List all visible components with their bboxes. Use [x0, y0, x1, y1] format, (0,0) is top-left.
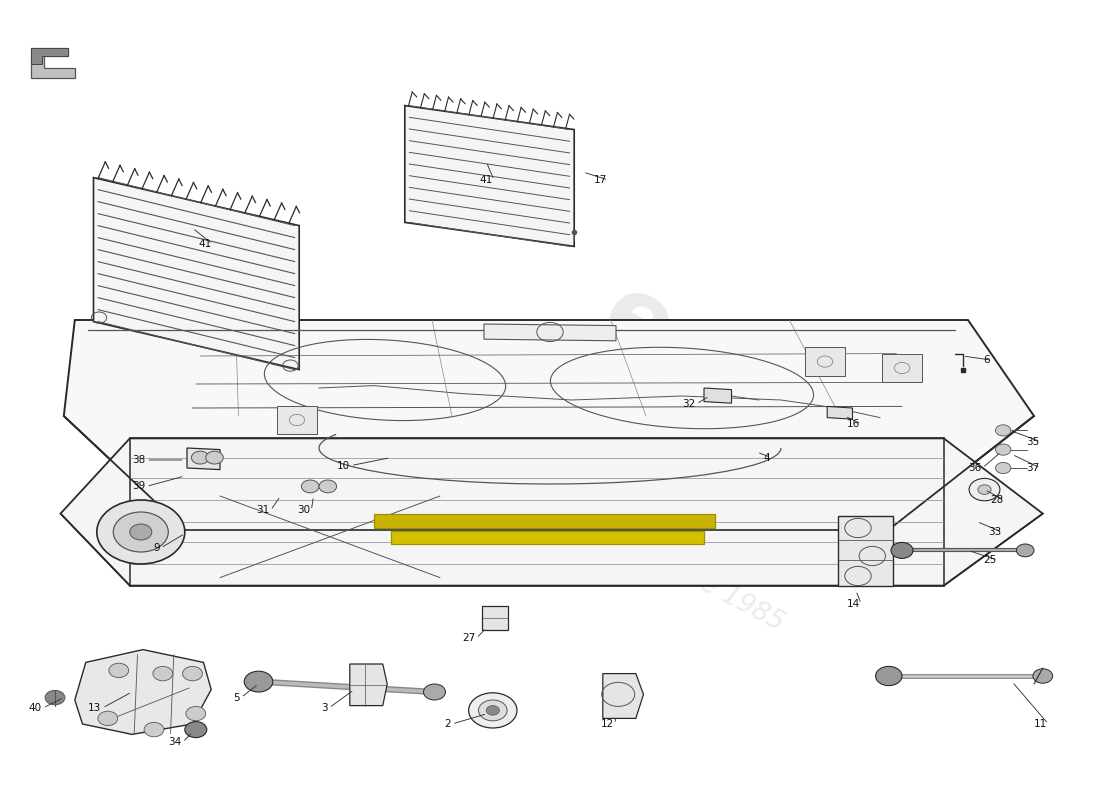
Polygon shape	[277, 406, 317, 434]
Text: 28: 28	[990, 495, 1003, 505]
Circle shape	[109, 663, 129, 678]
Circle shape	[144, 722, 164, 737]
Polygon shape	[882, 354, 922, 382]
Text: 39: 39	[132, 482, 145, 491]
Text: 33: 33	[988, 527, 1001, 537]
Polygon shape	[484, 324, 616, 341]
Circle shape	[319, 480, 337, 493]
Polygon shape	[94, 178, 299, 370]
Text: 31: 31	[256, 506, 270, 515]
Text: 38: 38	[132, 455, 145, 465]
Text: 34: 34	[168, 738, 182, 747]
Circle shape	[424, 684, 446, 700]
Circle shape	[206, 451, 223, 464]
Text: 11: 11	[1034, 719, 1047, 729]
Polygon shape	[31, 48, 75, 78]
Circle shape	[876, 666, 902, 686]
Text: 32: 32	[682, 399, 695, 409]
Circle shape	[996, 462, 1011, 474]
Text: 3: 3	[321, 703, 328, 713]
Polygon shape	[75, 650, 211, 734]
Polygon shape	[374, 514, 715, 528]
Polygon shape	[482, 606, 508, 630]
Circle shape	[891, 542, 913, 558]
Polygon shape	[704, 388, 732, 403]
Circle shape	[97, 500, 185, 564]
Circle shape	[153, 666, 173, 681]
Circle shape	[244, 671, 273, 692]
Polygon shape	[187, 448, 220, 470]
Text: 2: 2	[444, 719, 451, 729]
Circle shape	[186, 706, 206, 721]
Text: 41: 41	[198, 239, 211, 249]
Text: europes: europes	[584, 266, 1033, 566]
Text: 35: 35	[1026, 437, 1039, 446]
Circle shape	[996, 425, 1011, 436]
Text: 14: 14	[847, 599, 860, 609]
Polygon shape	[838, 516, 893, 586]
Circle shape	[185, 722, 207, 738]
Polygon shape	[390, 531, 704, 544]
Circle shape	[1033, 669, 1053, 683]
Text: 4: 4	[763, 453, 770, 462]
Circle shape	[301, 480, 319, 493]
Text: 12: 12	[601, 719, 614, 729]
Circle shape	[486, 706, 499, 715]
Text: 16: 16	[847, 419, 860, 429]
Text: 30: 30	[297, 506, 310, 515]
Circle shape	[45, 690, 65, 705]
Circle shape	[469, 693, 517, 728]
Circle shape	[130, 524, 152, 540]
Polygon shape	[64, 320, 1034, 530]
Circle shape	[478, 700, 507, 721]
Polygon shape	[603, 674, 644, 718]
Text: 5: 5	[233, 693, 240, 702]
Polygon shape	[827, 406, 853, 419]
Text: 6: 6	[983, 355, 990, 365]
Polygon shape	[350, 664, 387, 706]
Polygon shape	[60, 438, 1043, 586]
Circle shape	[191, 451, 209, 464]
Text: 40: 40	[29, 703, 42, 713]
Circle shape	[113, 512, 168, 552]
Circle shape	[98, 711, 118, 726]
Text: 9: 9	[153, 543, 159, 553]
Text: 10: 10	[337, 461, 350, 470]
Text: 37: 37	[1026, 463, 1039, 473]
Text: 41: 41	[480, 175, 493, 185]
Circle shape	[969, 478, 1000, 501]
Polygon shape	[31, 48, 68, 64]
Circle shape	[1016, 544, 1034, 557]
Text: 13: 13	[88, 703, 101, 713]
Circle shape	[183, 666, 202, 681]
Text: 17: 17	[594, 175, 607, 185]
Circle shape	[996, 444, 1011, 455]
Text: 27: 27	[462, 634, 475, 643]
Polygon shape	[405, 106, 574, 246]
Text: a passion since 1985: a passion since 1985	[531, 483, 789, 637]
Text: 36: 36	[968, 463, 981, 473]
Circle shape	[978, 485, 991, 494]
Polygon shape	[805, 347, 845, 376]
Text: 25: 25	[983, 555, 997, 565]
